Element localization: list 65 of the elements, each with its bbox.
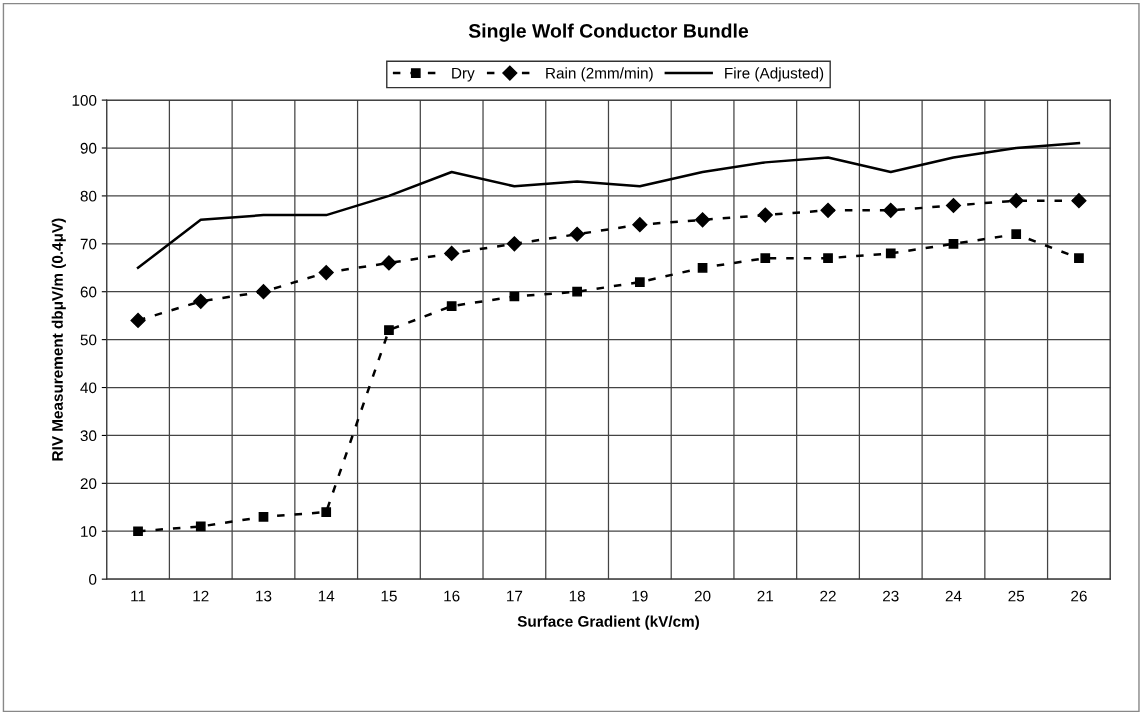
x-tick-label: 17 bbox=[507, 590, 523, 602]
x-tick-label: 23 bbox=[883, 590, 899, 602]
point bbox=[948, 238, 959, 249]
chart-title: Single Wolf Conductor Bundle bbox=[468, 23, 749, 42]
x-tick-label: 18 bbox=[569, 590, 585, 602]
x-tick-label: 25 bbox=[1008, 590, 1025, 602]
point bbox=[446, 301, 457, 311]
x-tick-label: 12 bbox=[193, 590, 209, 602]
y-axis-title: RIV Measurement dbμV/m (0.4μV) bbox=[51, 218, 66, 461]
point bbox=[1074, 253, 1084, 264]
x-tick-label: 26 bbox=[1071, 590, 1087, 602]
legend-label: Rain (2mm/min) bbox=[546, 67, 653, 82]
point bbox=[885, 248, 896, 259]
x-tick-label: 16 bbox=[444, 590, 460, 602]
y-tick-label: 0 bbox=[89, 574, 97, 585]
point bbox=[1011, 229, 1022, 240]
point bbox=[193, 293, 209, 309]
x-tick-label: 13 bbox=[256, 590, 272, 602]
x-tick-label: 20 bbox=[694, 590, 711, 602]
y-tick-label: 60 bbox=[80, 286, 97, 298]
y-tick-label: 100 bbox=[72, 94, 97, 106]
point bbox=[634, 277, 645, 288]
point bbox=[258, 512, 269, 522]
point bbox=[506, 236, 522, 252]
x-tick-label: 14 bbox=[318, 590, 335, 602]
y-tick-label: 10 bbox=[81, 526, 97, 537]
x-tick-label: 11 bbox=[131, 590, 146, 602]
legend-label: Fire (Adjusted) bbox=[725, 67, 824, 82]
point bbox=[195, 521, 206, 532]
x-tick-label: 22 bbox=[820, 590, 836, 602]
point bbox=[381, 255, 397, 271]
point bbox=[569, 226, 585, 242]
point bbox=[823, 253, 833, 264]
y-tick-label: 20 bbox=[80, 478, 97, 490]
y-tick-label: 50 bbox=[80, 334, 97, 346]
point bbox=[697, 262, 708, 273]
point bbox=[1071, 193, 1087, 209]
point bbox=[632, 217, 648, 233]
point bbox=[945, 197, 962, 214]
point bbox=[384, 325, 394, 335]
y-tick-label: 70 bbox=[80, 238, 97, 250]
line-series bbox=[136, 141, 1081, 270]
point bbox=[572, 286, 582, 297]
point bbox=[757, 207, 773, 223]
y-tick-label: 40 bbox=[80, 382, 97, 394]
point bbox=[760, 253, 771, 264]
x-tick-label: 24 bbox=[945, 590, 962, 602]
y-tick-label: 30 bbox=[80, 430, 97, 442]
x-tick-label: 21 bbox=[757, 590, 774, 602]
point bbox=[133, 526, 143, 537]
point bbox=[255, 284, 272, 300]
legend-label: Dry bbox=[452, 67, 475, 82]
point bbox=[1008, 193, 1024, 209]
point bbox=[444, 245, 460, 261]
x-tick-label: 19 bbox=[632, 590, 648, 602]
y-tick-label: 80 bbox=[80, 190, 97, 202]
point bbox=[321, 507, 332, 517]
x-tick-label: 15 bbox=[381, 590, 397, 602]
point bbox=[820, 202, 836, 218]
y-tick-label: 90 bbox=[80, 142, 97, 154]
point bbox=[318, 264, 334, 281]
point bbox=[883, 202, 899, 218]
x-axis-title: Surface Gradient (kV/cm) bbox=[517, 615, 699, 630]
point bbox=[695, 212, 711, 228]
point bbox=[130, 312, 146, 329]
